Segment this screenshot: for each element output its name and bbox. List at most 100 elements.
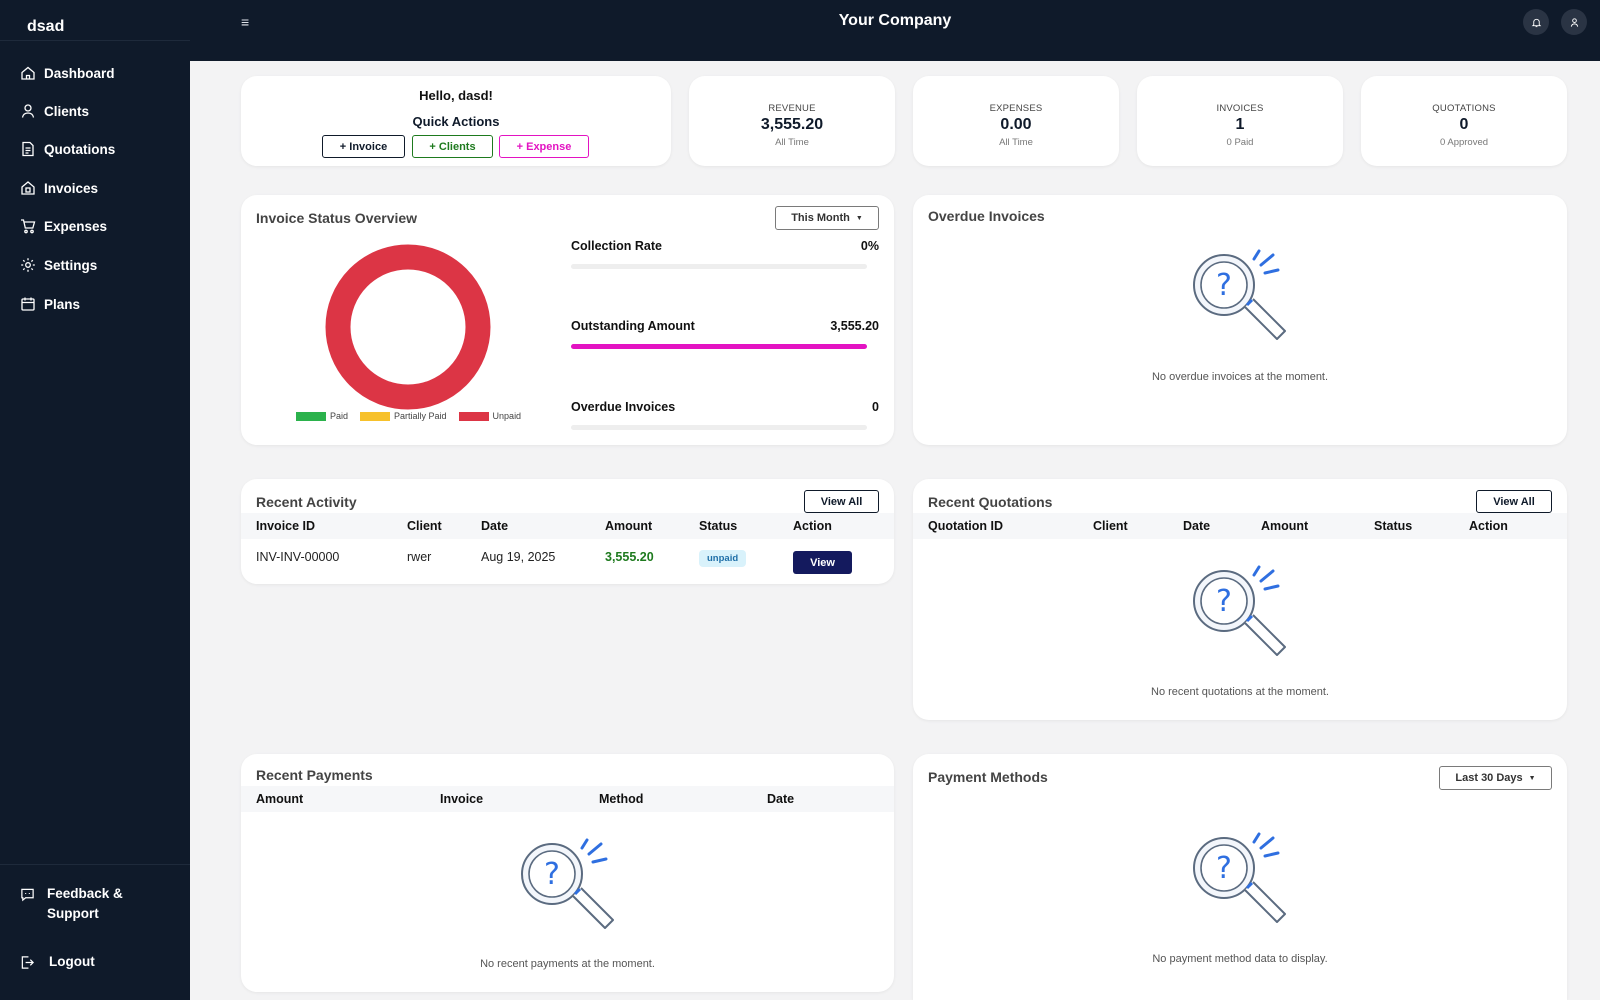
- collection-rate-bar: [571, 264, 867, 269]
- cart-icon: [21, 219, 36, 234]
- outstanding-amount-value: 3,555.20: [830, 319, 879, 333]
- user-icon: [1570, 17, 1578, 27]
- notifications-button[interactable]: [1523, 9, 1549, 35]
- column-header: Date: [481, 519, 509, 533]
- invoice-amount: 3,555.20: [605, 550, 654, 564]
- quick-actions-title: Quick Actions: [412, 114, 500, 129]
- logout-button[interactable]: Logout: [20, 952, 95, 970]
- sidebar-item-expenses[interactable]: Expenses: [20, 213, 107, 239]
- card-title: Recent Quotations: [928, 494, 1053, 510]
- card-title: Recent Activity: [256, 494, 357, 510]
- period-dropdown-label: Last 30 Days: [1455, 772, 1523, 784]
- column-header: Amount: [605, 519, 653, 533]
- svg-text:?: ?: [1216, 851, 1232, 886]
- status-badge: unpaid: [699, 550, 747, 567]
- overdue-invoices-bar: [571, 425, 867, 430]
- legend-item-partially-paid: Partially Paid: [360, 411, 447, 421]
- column-header: Client: [407, 519, 442, 533]
- stat-subtext: All Time: [999, 137, 1033, 148]
- period-dropdown[interactable]: This Month ▼: [775, 206, 879, 230]
- bell-icon: [1531, 18, 1541, 27]
- empty-search-icon: ?: [1193, 565, 1286, 656]
- empty-state-text: No payment method data to display.: [1152, 953, 1328, 965]
- sidebar-item-plans[interactable]: Plans: [20, 291, 80, 317]
- invoice-id: INV-INV-00000: [256, 550, 340, 564]
- period-dropdown[interactable]: Last 30 Days ▼: [1439, 766, 1552, 790]
- svg-text:?: ?: [544, 857, 560, 892]
- stat-subtext: 0 Approved: [1439, 137, 1489, 148]
- payment-methods-card: Payment Methods Last 30 Days ▼ ? No paym…: [913, 754, 1567, 1000]
- stat-label: REVENUE: [768, 103, 816, 114]
- profile-button[interactable]: [1561, 9, 1587, 35]
- expenses-card: EXPENSES 0.00 All Time: [913, 76, 1119, 166]
- outstanding-amount-label: Outstanding Amount: [571, 319, 695, 333]
- invoice-date: Aug 19, 2025: [481, 550, 556, 564]
- column-header: Status: [1374, 519, 1413, 533]
- column-header: Action: [793, 519, 832, 533]
- card-title: Recent Payments: [256, 767, 373, 783]
- column-header: Date: [767, 792, 795, 806]
- table-header: Invoice ID Client Date Amount Status Act…: [241, 513, 894, 539]
- svg-text:?: ?: [1216, 268, 1232, 303]
- sidebar: dsad Dashboard Clients Quotations Invoic…: [0, 0, 190, 1000]
- recent-payments-card: Recent Payments Amount Invoice Method Da…: [241, 754, 894, 992]
- caret-down-icon: ▼: [1528, 774, 1536, 782]
- sidebar-item-settings[interactable]: Settings: [20, 252, 97, 278]
- greeting: Hello, dasd!: [419, 88, 493, 103]
- sidebar-item-feedback[interactable]: Feedback & Support: [20, 884, 123, 924]
- collection-rate-label: Collection Rate: [571, 239, 662, 253]
- document-icon: [22, 141, 34, 157]
- sidebar-item-dashboard[interactable]: Dashboard: [20, 60, 115, 86]
- sidebar-item-label: Dashboard: [44, 65, 115, 81]
- legend-item-unpaid: Unpaid: [458, 411, 521, 421]
- welcome-card: Hello, dasd! Quick Actions + Invoice + C…: [241, 76, 671, 166]
- card-title: Payment Methods: [928, 769, 1048, 785]
- stat-value: 0.00: [1000, 116, 1032, 133]
- company-name: Your Company: [838, 12, 952, 29]
- stat-value: 1: [1235, 116, 1245, 133]
- empty-search-icon: ?: [1193, 832, 1286, 923]
- gear-icon: [21, 258, 35, 272]
- sidebar-item-quotations[interactable]: Quotations: [20, 136, 115, 162]
- add-invoice-button[interactable]: + Invoice: [322, 135, 405, 158]
- legend-swatch: [296, 411, 326, 421]
- legend-label: Paid: [330, 411, 349, 421]
- user-icon: [21, 104, 35, 118]
- sidebar-item-label: Invoices: [44, 180, 99, 196]
- menu-icon[interactable]: ≡: [241, 14, 250, 30]
- view-all-quotations-button[interactable]: View All: [1476, 490, 1552, 513]
- quotations-card: QUOTATIONS 0 0 Approved: [1361, 76, 1567, 166]
- view-all-activity-button[interactable]: View All: [804, 490, 879, 513]
- add-expense-button[interactable]: + Expense: [499, 135, 589, 158]
- logout-icon: [21, 956, 34, 969]
- legend-swatch: [360, 411, 391, 421]
- revenue-card: REVENUE 3,555.20 All Time: [689, 76, 895, 166]
- column-header: Status: [699, 519, 738, 533]
- calendar-icon: [21, 297, 35, 311]
- collection-rate-value: 0%: [860, 239, 879, 253]
- column-header: Method: [599, 792, 644, 806]
- feedback-label-line1: Feedback &: [47, 886, 123, 901]
- stat-value: 0: [1459, 116, 1469, 133]
- sidebar-item-label: Expenses: [44, 218, 108, 234]
- sidebar-item-invoices[interactable]: Invoices: [20, 175, 98, 201]
- caret-down-icon: ▼: [855, 214, 863, 222]
- empty-search-icon: ?: [1193, 249, 1286, 340]
- sidebar-item-clients[interactable]: Clients: [20, 98, 89, 124]
- topbar: ≡ Your Company: [190, 0, 1600, 61]
- column-header: Amount: [1261, 519, 1309, 533]
- brand-name: dsad: [27, 18, 65, 35]
- column-header: Quotation ID: [928, 519, 1003, 533]
- empty-state-text: No recent quotations at the moment.: [1151, 686, 1329, 698]
- column-header: Client: [1093, 519, 1128, 533]
- chart-legend: Paid Partially Paid Unpaid: [296, 411, 529, 421]
- invoice-status-donut: [325, 244, 491, 410]
- view-invoice-button[interactable]: View: [793, 551, 852, 574]
- add-client-button[interactable]: + Clients: [412, 135, 493, 158]
- period-dropdown-label: This Month: [791, 212, 850, 224]
- stat-subtext: 0 Paid: [1226, 137, 1254, 148]
- sidebar-item-label: Clients: [44, 103, 90, 119]
- empty-state-text: No recent payments at the moment.: [480, 958, 655, 970]
- table-header: Amount Invoice Method Date: [241, 786, 894, 812]
- recent-quotations-card: Recent Quotations View All Quotation ID …: [913, 479, 1567, 720]
